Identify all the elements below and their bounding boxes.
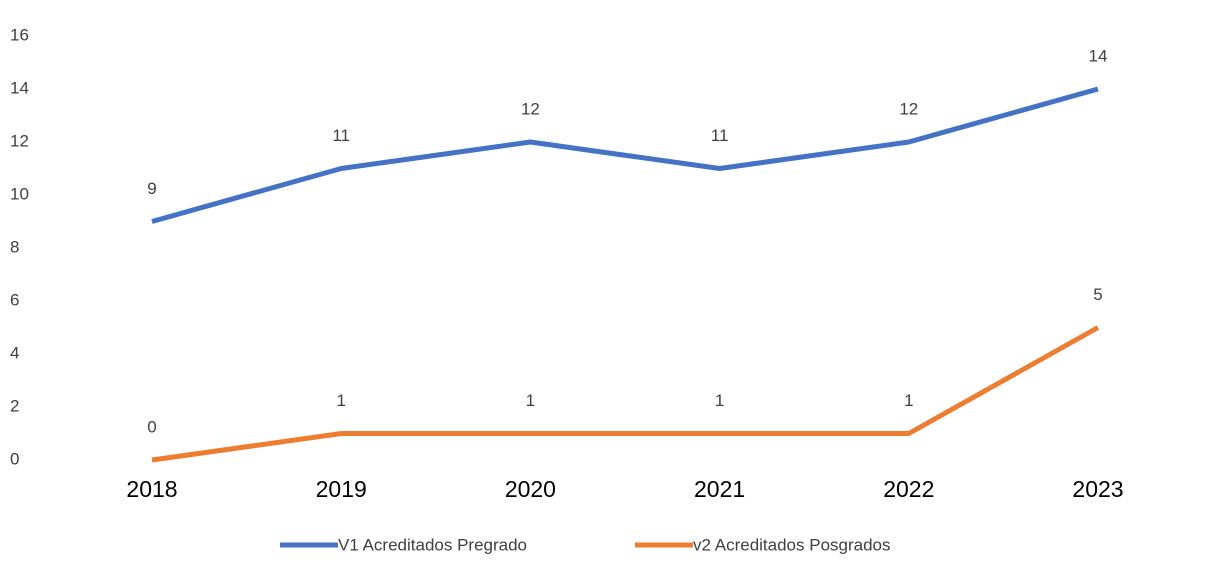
x-tick-label: 2018 [126,476,177,502]
x-tick-label: 2022 [883,476,934,502]
y-tick-label: 8 [10,237,19,256]
data-label: 11 [332,126,350,145]
data-label: 12 [521,99,540,118]
data-label: 1 [715,391,724,410]
data-label: 12 [899,99,918,118]
data-label: 11 [711,126,729,145]
legend-label: V1 Acreditados Pregrado [338,535,527,554]
legend-label: v2 Acreditados Posgrados [693,535,891,554]
data-label: 0 [147,417,156,436]
data-label: 1 [336,391,345,410]
data-label: 14 [1089,46,1108,65]
y-tick-label: 14 [10,78,29,97]
y-tick-label: 0 [10,449,19,468]
y-tick-label: 2 [10,396,19,415]
x-tick-label: 2021 [694,476,745,502]
x-tick-label: 2019 [316,476,367,502]
y-tick-label: 12 [10,131,29,150]
y-tick-label: 16 [10,25,29,44]
series-line [151,86,1099,224]
x-tick-label: 2020 [505,476,556,502]
y-tick-label: 10 [10,184,29,203]
series-line [151,325,1100,463]
x-tick-label: 2023 [1072,476,1123,502]
data-label: 1 [904,391,913,410]
data-label: 9 [147,179,156,198]
y-tick-label: 4 [10,343,19,362]
data-label: 5 [1093,285,1102,304]
data-label: 1 [526,391,535,410]
y-tick-label: 6 [10,290,19,309]
